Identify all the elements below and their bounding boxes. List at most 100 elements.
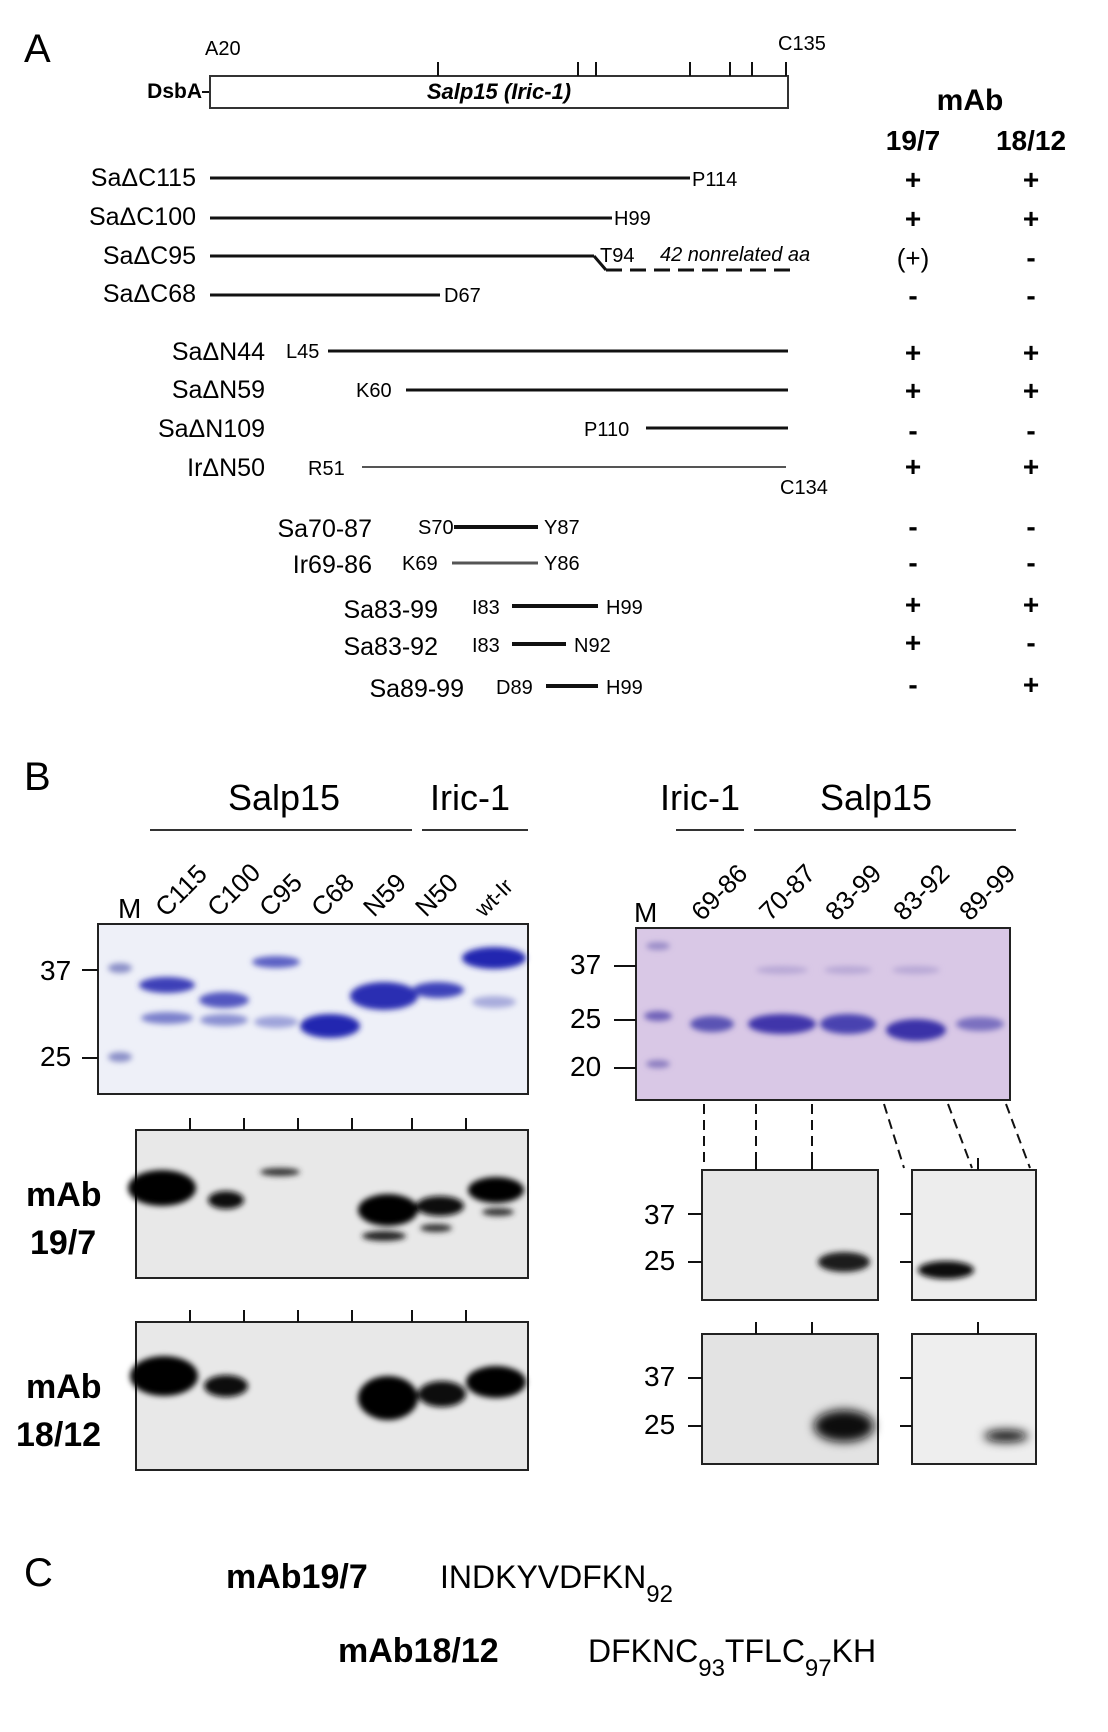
- blot1-label-clone: 19/7: [30, 1224, 96, 1262]
- band-n59: [350, 982, 418, 1010]
- construct-name: SaΔN109: [158, 415, 265, 443]
- band-wt-ir-minor: [472, 996, 516, 1008]
- lane-label: 69-86: [685, 858, 753, 926]
- epitope-sub: 92: [646, 1581, 673, 1608]
- panel-b: B Salp15 Iric-1 M C115 C100 C95 C68 N59 …: [16, 755, 1037, 1471]
- band-70-87: [748, 1014, 816, 1034]
- band-c115: [139, 977, 195, 993]
- result-18-12: +: [1023, 164, 1039, 195]
- construct-row: SaΔN59 K60 + +: [172, 375, 1039, 406]
- blot-bands: [814, 1410, 1028, 1442]
- construct-name: IrΔN50: [187, 454, 265, 482]
- construct-name: SaΔC68: [103, 280, 196, 308]
- marker-label-25: 25: [570, 1003, 601, 1034]
- end-residue: N92: [574, 635, 611, 657]
- construct-kink: [592, 255, 608, 271]
- left-group-iric1: Iric-1: [430, 777, 510, 818]
- right-blot-mab18-12: 37 25: [644, 1322, 1037, 1465]
- result-19-7: -: [908, 511, 917, 542]
- construct-name: Sa89-99: [369, 675, 464, 703]
- lane-label: C100: [201, 857, 266, 922]
- faint-band: [824, 966, 872, 974]
- blot-strip-b: [911, 1333, 1037, 1465]
- result-19-7: -: [908, 280, 917, 311]
- lane-label: M: [634, 897, 657, 928]
- blot-band-c115: [130, 1356, 198, 1396]
- blot-bands: [128, 1168, 524, 1241]
- construct-name: SaΔC95: [103, 242, 196, 270]
- result-19-7: +: [905, 203, 921, 234]
- blot2-label-mab: mAb: [26, 1368, 102, 1406]
- start-residue: P110: [584, 419, 629, 441]
- blot-band-n59-minor: [362, 1231, 406, 1241]
- lane-ticks: [755, 1158, 979, 1170]
- lane-label: C68: [305, 867, 360, 922]
- construct-row: Sa89-99 D89 H99 - +: [369, 669, 1039, 703]
- band-c95: [252, 956, 300, 968]
- result-19-7: -: [908, 415, 917, 446]
- mab-header: mAb: [937, 84, 1004, 117]
- result-19-7: -: [908, 547, 917, 578]
- lane-label: N50: [409, 867, 464, 922]
- end-residue: H99: [606, 597, 643, 619]
- end-residue: Y86: [544, 553, 580, 575]
- salp15-bar: [209, 75, 789, 109]
- result-19-7: +: [905, 337, 921, 368]
- lane-guide: [1005, 1103, 1031, 1169]
- gel-bands: [644, 942, 1004, 1068]
- construct-row: SaΔC115 P114 + +: [91, 164, 1039, 195]
- construct-name: SaΔC115: [91, 164, 196, 192]
- marker-band: [646, 1060, 670, 1068]
- lane-ticks: [755, 1322, 979, 1334]
- blot-band-wt-ir-minor: [482, 1208, 514, 1216]
- marker-band: [108, 963, 132, 973]
- right-blot-mab19-7: 37 25: [644, 1158, 1037, 1301]
- result-19-7: -: [908, 669, 917, 700]
- blot-band-n50: [418, 1381, 466, 1407]
- construct-row: IrΔN50 R51 C134 + +: [187, 451, 1039, 499]
- band-c68: [300, 1014, 360, 1038]
- blot-band-83-92: [918, 1261, 974, 1279]
- blot-band-n59: [358, 1376, 418, 1420]
- lane-ticks: [189, 1118, 467, 1130]
- end-residue: Y87: [544, 517, 580, 539]
- band-c100-minor: [200, 1014, 248, 1026]
- blot-strip-a: [701, 1169, 879, 1301]
- result-18-12: +: [1023, 375, 1039, 406]
- marker-band: [646, 942, 670, 950]
- blot-frame: [135, 1129, 529, 1279]
- construct-name: SaΔC100: [89, 203, 196, 231]
- construct-name: SaΔN59: [172, 376, 265, 404]
- construct-name: Sa70-87: [277, 515, 372, 543]
- blot-band-n50-minor: [420, 1224, 452, 1232]
- end-residue: P114: [692, 169, 737, 191]
- result-18-12: +: [1023, 669, 1039, 700]
- panel-c: C mAb19/7 INDKYVDFKN92 mAb18/12 DFKNC93T…: [24, 1551, 876, 1682]
- lane-label: 83-99: [819, 858, 887, 926]
- result-18-12: -: [1026, 415, 1035, 446]
- band-c100: [199, 992, 249, 1008]
- result-18-12: +: [1023, 337, 1039, 368]
- construct-row: Sa70-87 S70 Y87 - -: [277, 511, 1035, 543]
- mab-col-18-12: 18/12: [996, 125, 1066, 156]
- blot-band-c95: [260, 1168, 300, 1176]
- blot-band-c100: [204, 1375, 248, 1397]
- panel-c-label: C: [24, 1551, 53, 1595]
- epitope-seq-b: TFLC: [725, 1633, 805, 1669]
- blot-marker-37: 37: [644, 1199, 675, 1230]
- blot-strip-a: [701, 1333, 879, 1465]
- start-residue: I83: [472, 597, 500, 619]
- marker-label-37: 37: [570, 949, 601, 980]
- band-83-92: [886, 1019, 946, 1041]
- result-18-12: +: [1023, 203, 1039, 234]
- epitope-sub-b: 97: [805, 1655, 832, 1682]
- blot-marker-25: 25: [644, 1245, 675, 1276]
- end-residue: D67: [444, 285, 481, 307]
- blot-marker-25: 25: [644, 1409, 675, 1440]
- mab19-7-epitope: INDKYVDFKN92: [440, 1559, 673, 1608]
- result-19-7: +: [905, 589, 921, 620]
- blot-band-89-99: [984, 1430, 1028, 1442]
- marker-label-37: 37: [40, 955, 71, 986]
- lane-label: wt-Ir: [469, 874, 518, 923]
- start-residue: D89: [496, 677, 533, 699]
